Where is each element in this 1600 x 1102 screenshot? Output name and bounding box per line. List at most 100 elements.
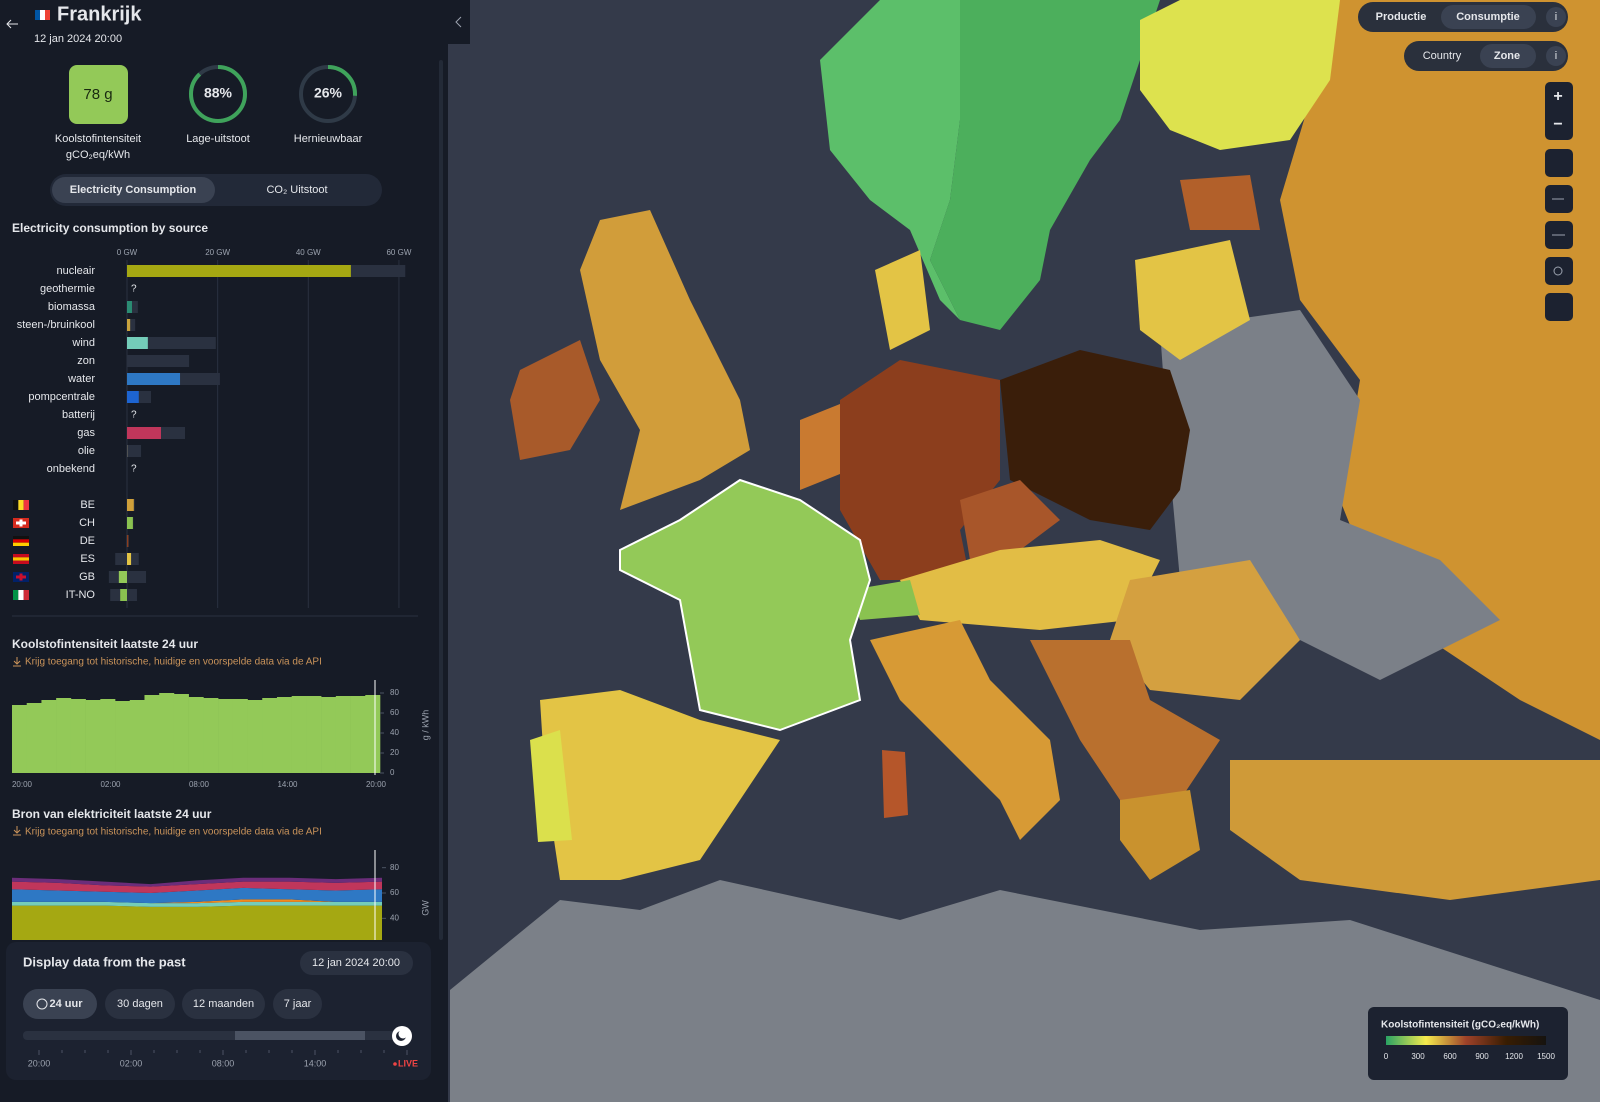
- range-button[interactable]: [182, 989, 265, 1019]
- ring-arc: [299, 65, 357, 123]
- range-button[interactable]: [273, 989, 322, 1019]
- y-tick-label: 80: [390, 863, 399, 872]
- flag: [18, 500, 24, 510]
- scrollbar: [439, 60, 443, 940]
- back-button[interactable]: [6, 19, 18, 29]
- source-area: [12, 877, 382, 887]
- land-estonia: [1180, 175, 1260, 230]
- land-finland: [1140, 0, 1340, 150]
- y-tick-label: 60: [390, 708, 399, 717]
- land-turkey: [1230, 760, 1600, 900]
- legend-tick: 900: [1475, 1052, 1489, 1061]
- intensity-bar: [144, 695, 160, 773]
- chart-title: Koolstofintensiteit laatste 24 uur: [12, 637, 198, 651]
- land-sweden: [930, 0, 1160, 330]
- intensity-label: Koolstofintensiteit: [55, 133, 141, 145]
- range-label: 12 maanden: [193, 998, 254, 1010]
- flag: [23, 500, 29, 510]
- legend-tick: 1200: [1505, 1052, 1523, 1061]
- time-date: 12 jan 2024 20:00: [312, 957, 400, 969]
- tab-active: [52, 177, 215, 203]
- source-label: steen-/bruinkool: [17, 319, 95, 331]
- intensity-bar: [115, 701, 131, 773]
- y-tick-label: 0: [390, 768, 395, 777]
- flag: [13, 557, 29, 561]
- intensity-bar: [173, 694, 189, 773]
- slider-tick-label: 20:00: [28, 1058, 51, 1068]
- source-label: onbekend: [47, 463, 95, 475]
- zone-label: CH: [79, 517, 95, 529]
- x-tick-label: 02:00: [100, 780, 121, 789]
- tab[interactable]: Electricity Consumption: [70, 184, 197, 196]
- intensity-bar: [306, 696, 322, 773]
- slider-tick-label: 08:00: [212, 1058, 235, 1068]
- language-button[interactable]: [1545, 149, 1573, 177]
- range-button[interactable]: [105, 989, 175, 1019]
- flag: [13, 590, 19, 600]
- map[interactable]: [448, 0, 1600, 1102]
- x-tick-label: 0 GW: [117, 248, 138, 257]
- live-label: LIVE: [398, 1058, 418, 1068]
- zone-label: BE: [80, 499, 95, 511]
- source-area: [12, 901, 382, 907]
- range-button[interactable]: [23, 989, 97, 1019]
- clock-icon: [36, 998, 48, 1010]
- info-button[interactable]: [1546, 7, 1566, 27]
- land-sardinia: [882, 750, 908, 818]
- source-label: geothermie: [40, 283, 95, 295]
- x-tick-label: 20:00: [366, 780, 387, 789]
- land-czech: [960, 480, 1060, 560]
- chart-title: Electricity consumption by source: [12, 221, 208, 235]
- intensity-unit: gCO₂eq/kWh: [66, 149, 130, 161]
- source-bar: [127, 445, 128, 457]
- live-dot: [393, 1062, 397, 1066]
- source-bar: [127, 373, 181, 385]
- api-link[interactable]: Krijg toegang tot historische, huidige e…: [25, 657, 322, 668]
- legend-gradient: [1386, 1036, 1546, 1045]
- flag: [13, 539, 29, 543]
- zoom-box: [1545, 82, 1573, 140]
- zoom-in[interactable]: +: [1553, 88, 1562, 105]
- land-norway: [820, 0, 960, 320]
- mode-option[interactable]: Productie: [1376, 11, 1427, 23]
- source-label: zon: [77, 355, 95, 367]
- intensity-bar: [365, 695, 381, 773]
- intensity-bar: [12, 705, 28, 773]
- ring-value: 88%: [204, 85, 233, 101]
- chart-title: Bron van elektriciteit laatste 24 uur: [12, 807, 212, 821]
- land-grey: [1160, 310, 1500, 680]
- intensity-bar: [262, 698, 278, 773]
- flag: [18, 590, 24, 600]
- ring-label: Hernieuwbaar: [294, 133, 363, 145]
- scope-option[interactable]: Zone: [1494, 50, 1520, 62]
- x-tick-label: 20:00: [12, 780, 33, 789]
- source-label: gas: [77, 427, 95, 439]
- flag: [16, 521, 26, 525]
- theme-button[interactable]: [1545, 293, 1573, 321]
- zone-title: Frankrijk: [57, 3, 142, 25]
- source-area: [12, 899, 382, 904]
- unknown-label: ?: [131, 410, 137, 421]
- slider-tick-label: 14:00: [304, 1058, 327, 1068]
- mode-option[interactable]: Consumptie: [1456, 11, 1520, 23]
- range-label: 7 jaar: [284, 998, 312, 1010]
- moon-icon: [398, 1029, 408, 1039]
- download-icon: [13, 826, 21, 836]
- legend-title: Koolstofintensiteit (gCO₂eq/kWh): [1381, 1020, 1539, 1031]
- zoom-out[interactable]: −: [1553, 116, 1562, 133]
- exchange-bar: [120, 589, 127, 601]
- exchange-bar: [127, 517, 133, 529]
- scope-option[interactable]: Country: [1423, 50, 1462, 62]
- tab[interactable]: CO₂ Uitstoot: [266, 184, 327, 196]
- solar-button[interactable]: [1545, 257, 1573, 285]
- scope-active: [1480, 44, 1536, 68]
- slider-range: [235, 1031, 365, 1040]
- info-button[interactable]: [1546, 46, 1566, 66]
- land-france: [619, 478, 872, 732]
- source-bar: [127, 265, 351, 277]
- api-link[interactable]: Krijg toegang tot historische, huidige e…: [25, 827, 322, 838]
- collapse-tab[interactable]: [448, 0, 470, 44]
- flag-fr: [45, 10, 50, 20]
- flag: [13, 536, 29, 540]
- unknown-label: ?: [131, 464, 137, 475]
